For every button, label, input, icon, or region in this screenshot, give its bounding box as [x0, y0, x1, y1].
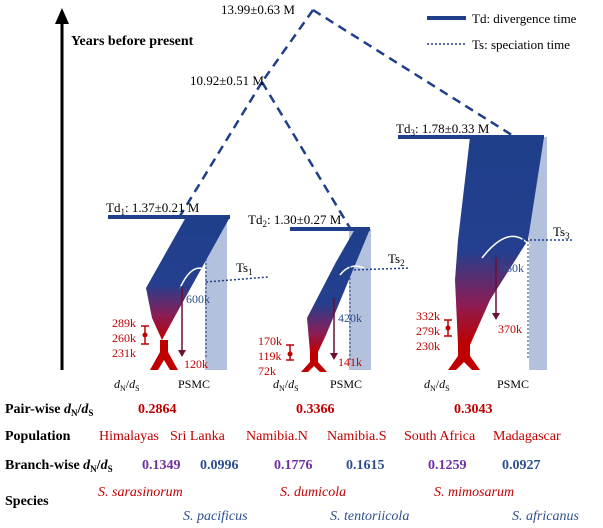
dnds-col-label-2: dN/dS — [273, 377, 299, 393]
inner-node-label: 10.92±0.51 M — [190, 73, 264, 88]
clade1-body — [146, 217, 230, 340]
clade3-ts-arc — [481, 235, 531, 259]
psmc-col-label-3: PSMC — [497, 377, 529, 391]
population-1b: Sri Lanka — [170, 429, 226, 444]
ts1-label: Ts1 — [236, 260, 253, 277]
dnds1-t3: 231k — [112, 346, 136, 360]
species-3a: S. mimosarum — [434, 485, 514, 500]
psmc2-bottom: 141k — [338, 355, 362, 369]
population-2b: Namibia.S — [327, 429, 387, 444]
deep-branches — [178, 8, 516, 229]
branchwise-3b: 0.0927 — [502, 458, 541, 473]
time-axis-arrowhead — [55, 8, 69, 24]
clade2-body — [307, 229, 370, 352]
legend-ts-label: Ts: speciation time — [472, 37, 570, 52]
pairwise-row-label: Pair-wise dN/dS — [5, 402, 93, 418]
species-2b: S. tentoriicola — [330, 509, 409, 524]
dnds-col-label-1: dN/dS — [114, 377, 140, 393]
dnds3-t1: 332k — [416, 309, 440, 323]
psmc-bar-1 — [205, 217, 227, 370]
psmc3-bottom: 370k — [498, 322, 522, 336]
dnds1-t1: 289k — [112, 316, 136, 330]
species-1b: S. pacificus — [183, 509, 248, 524]
psmc1-bottom: 120k — [184, 357, 208, 371]
td3-label: Td3: 1.78±0.33 M — [396, 121, 490, 138]
branchwise-3a: 0.1259 — [428, 458, 467, 473]
pairwise-value-1: 0.2864 — [138, 402, 177, 417]
species-2a: S. dumicola — [280, 485, 346, 500]
psmc2-top: 420k — [338, 311, 362, 325]
pairwise-value-2: 0.3366 — [296, 402, 335, 417]
population-row-label: Population — [5, 429, 71, 444]
species-1a: S. sarasinorum — [98, 485, 183, 500]
population-3a: South Africa — [404, 429, 476, 444]
psmc-col-label-2: PSMC — [330, 377, 362, 391]
branchwise-2b: 0.1615 — [346, 458, 385, 473]
ts3-label: Ts3 — [553, 224, 570, 241]
population-1a: Himalayas — [99, 429, 159, 444]
clade1-ts-arc — [179, 267, 207, 289]
dnds3-t2: 279k — [416, 324, 440, 338]
dnds2-t2: 119k — [258, 349, 282, 363]
psmc-col-label-1: PSMC — [178, 377, 210, 391]
clade3-fork — [448, 345, 480, 370]
ts2-label: Ts2 — [388, 251, 405, 268]
species-row-label: Species — [5, 494, 49, 509]
psmc3-top: 960k — [500, 261, 524, 275]
dnds-col-label-3: dN/dS — [424, 377, 450, 393]
dnds3-t3: 230k — [416, 339, 440, 353]
legend-td-label: Td: divergence time — [472, 11, 577, 26]
root-node-label: 13.99±0.63 M — [221, 2, 295, 17]
clade1-fork — [150, 340, 178, 370]
clade2-ts-arc — [339, 265, 365, 276]
pairwise-value-3: 0.3043 — [454, 402, 493, 417]
clade2-fork — [301, 352, 327, 372]
branchwise-2a: 0.1776 — [274, 458, 313, 473]
population-3b: Madagascar — [493, 429, 561, 444]
dnds2-t1: 170k — [258, 334, 282, 348]
dnds2-t3: 72k — [258, 364, 276, 378]
population-2a: Namibia.N — [246, 429, 308, 444]
branchwise-row-label: Branch-wise dN/dS — [5, 458, 113, 474]
branchwise-1a: 0.1349 — [142, 458, 181, 473]
axis-label: Years before present — [71, 34, 194, 49]
psmc1-top: 600k — [186, 292, 210, 306]
td1-label: Td1: 1.37±0.21 M — [106, 200, 200, 217]
branchwise-1b: 0.0996 — [200, 458, 239, 473]
species-3b: S. africanus — [512, 509, 579, 524]
dnds1-t2: 260k — [112, 331, 136, 345]
td2-label: Td2: 1.30±0.27 M — [248, 212, 342, 229]
